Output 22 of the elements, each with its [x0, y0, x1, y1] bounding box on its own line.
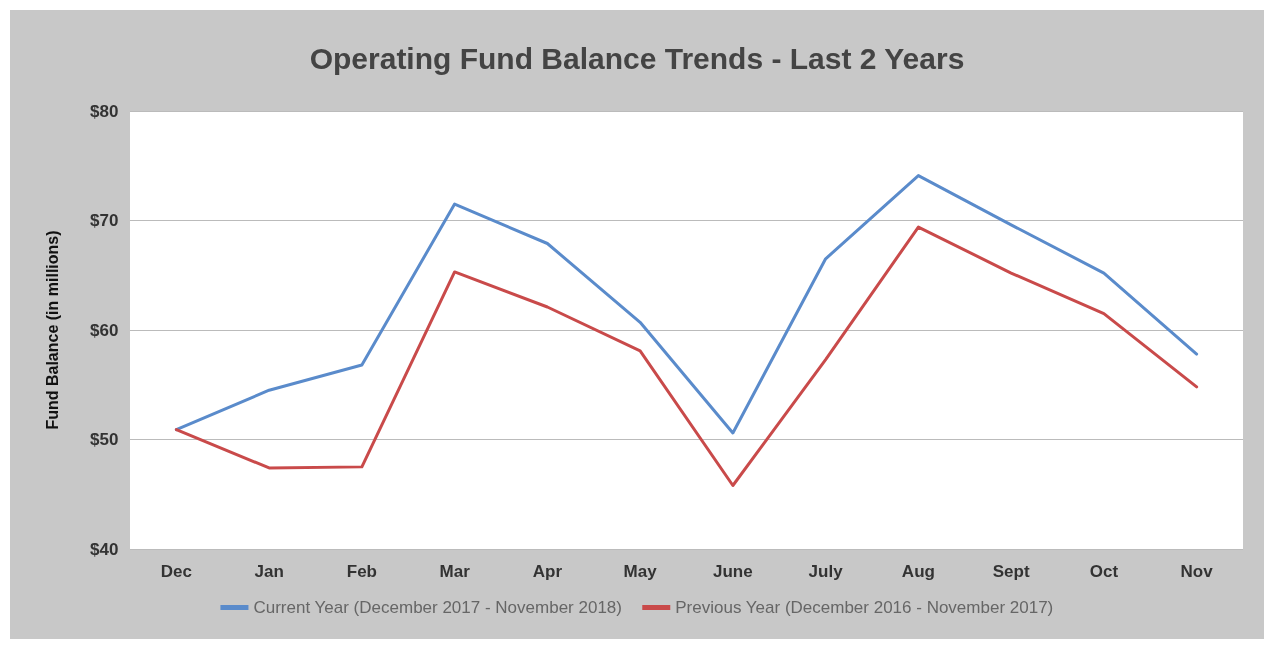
y-tick-label: $60 — [90, 320, 119, 340]
x-tick-label: Sept — [992, 562, 1030, 581]
x-tick-label: July — [808, 562, 844, 581]
x-tick-label: Apr — [532, 562, 563, 581]
y-tick-label: $80 — [90, 101, 119, 121]
x-tick-label: Jan — [254, 562, 284, 581]
line-series — [174, 225, 1199, 487]
x-tick-label: May — [623, 562, 658, 581]
legend-label: Current Year (December 2017 - November 2018) — [253, 598, 622, 617]
x-tick-label: Dec — [160, 562, 192, 581]
x-tick-label: Nov — [1180, 562, 1214, 581]
y-tick-label: $40 — [90, 539, 119, 559]
x-tick-label: Aug — [901, 562, 935, 581]
x-tick-label: Feb — [346, 562, 377, 581]
y-tick-label: $50 — [90, 430, 119, 449]
legend-label: Previous Year (December 2016 - November 2017) — [675, 598, 1054, 617]
x-tick-label: Mar — [439, 562, 471, 581]
x-tick-label: Oct — [1089, 562, 1119, 581]
y-tick-label: $70 — [90, 211, 119, 230]
y-axis-title: Fund Balance (in millions) — [43, 230, 61, 430]
x-tick-label: June — [713, 562, 753, 581]
chart-title: Operating Fund Balance Trends - Last 2 Years — [309, 41, 965, 75]
